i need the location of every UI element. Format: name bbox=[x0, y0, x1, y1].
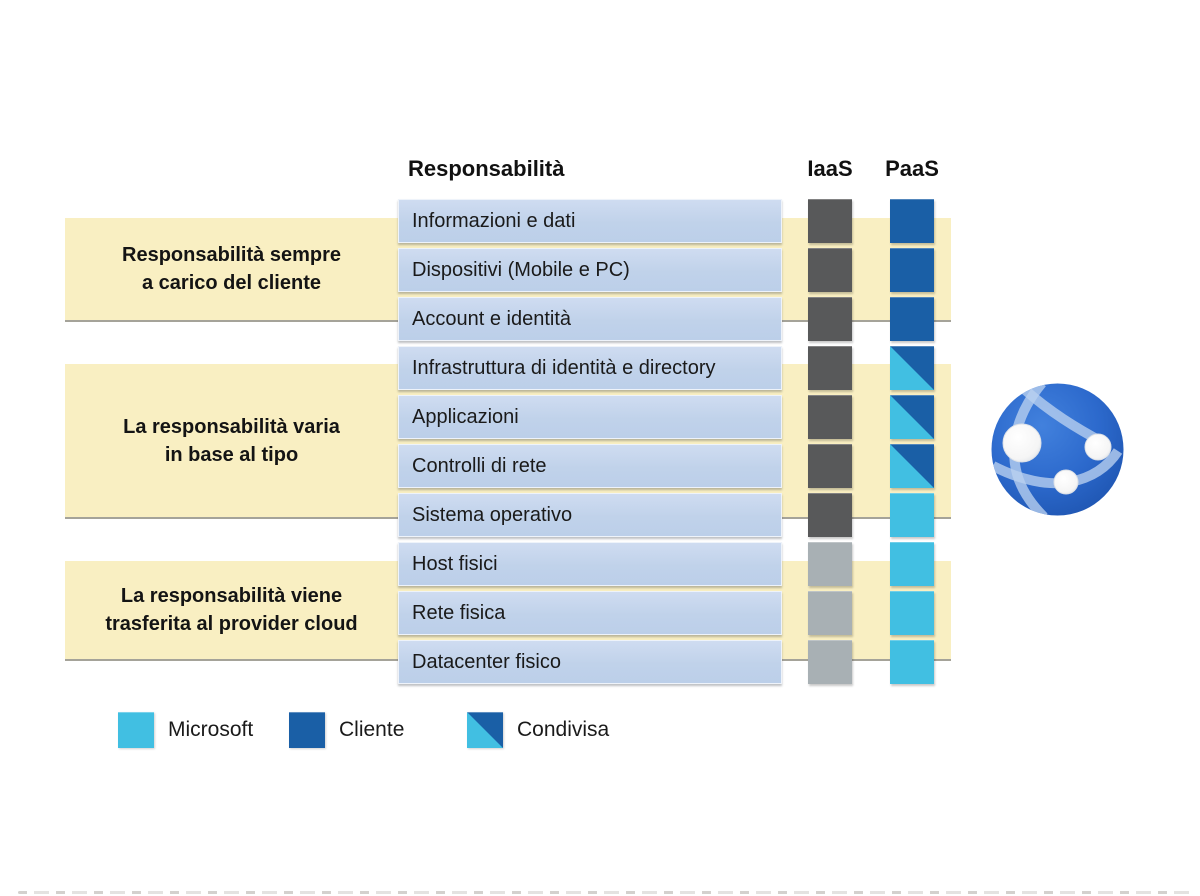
table-row: Controlli di rete bbox=[398, 444, 782, 488]
row-label: Sistema operativo bbox=[412, 503, 573, 526]
table-row: Datacenter fisico bbox=[398, 640, 782, 684]
table-row: Rete fisica bbox=[398, 591, 782, 635]
paas-cell bbox=[890, 346, 934, 390]
legend-item-cliente: Cliente bbox=[289, 710, 404, 750]
legend-label: Condivisa bbox=[517, 718, 610, 741]
legend-item-condivisa: Condivisa bbox=[467, 710, 609, 750]
band-label-line: Responsabilità sempre bbox=[122, 244, 341, 266]
iaas-column bbox=[808, 199, 852, 689]
row-label: Account e identità bbox=[412, 307, 571, 330]
band-label: La responsabilità varia in base al tipo bbox=[65, 364, 398, 517]
paas-cell bbox=[890, 640, 934, 684]
iaas-cell bbox=[808, 297, 852, 341]
legend-label: Cliente bbox=[339, 718, 405, 741]
band-label-line: a carico del cliente bbox=[142, 272, 321, 294]
iaas-column-header: IaaS bbox=[807, 156, 853, 181]
paas-column bbox=[890, 199, 934, 689]
globe-icon bbox=[991, 383, 1124, 516]
table-row: Dispositivi (Mobile e PC) bbox=[398, 248, 782, 292]
band-label-line: La responsabilità viene bbox=[120, 585, 343, 607]
paas-column-header: PaaS bbox=[885, 156, 939, 181]
row-label: Infrastruttura di identità e directory bbox=[412, 356, 716, 379]
paas-cell bbox=[890, 542, 934, 586]
iaas-cell bbox=[808, 444, 852, 488]
row-label: Controlli di rete bbox=[412, 454, 547, 477]
iaas-cell bbox=[808, 248, 852, 292]
iaas-cell bbox=[808, 640, 852, 684]
iaas-cell bbox=[808, 542, 852, 586]
iaas-cell bbox=[808, 591, 852, 635]
iaas-cell bbox=[808, 199, 852, 243]
table-row: Host fisici bbox=[398, 542, 782, 586]
paas-cell bbox=[890, 444, 934, 488]
paas-cell bbox=[890, 248, 934, 292]
table-row: Account e identità bbox=[398, 297, 782, 341]
legend-item-microsoft: Microsoft bbox=[118, 710, 253, 750]
cliente-swatch-icon bbox=[289, 712, 325, 748]
iaas-cell bbox=[808, 395, 852, 439]
table-row: Applicazioni bbox=[398, 395, 782, 439]
paas-cell bbox=[890, 395, 934, 439]
iaas-cell bbox=[808, 346, 852, 390]
band-label-line: La responsabilità varia bbox=[123, 415, 340, 438]
paas-cell bbox=[890, 199, 934, 243]
band-label-line: trasferita al provider cloud bbox=[105, 613, 358, 635]
paper-edge-artifact bbox=[18, 891, 1196, 894]
row-label: Datacenter fisico bbox=[412, 650, 561, 673]
row-label: Host fisici bbox=[412, 552, 498, 575]
condivisa-swatch-icon bbox=[467, 712, 503, 748]
table-row: Informazioni e dati bbox=[398, 199, 782, 243]
row-label: Applicazioni bbox=[412, 405, 519, 428]
responsibility-rows: Informazioni e dati Dispositivi (Mobile … bbox=[398, 199, 782, 689]
legend-label: Microsoft bbox=[168, 718, 254, 741]
row-label: Rete fisica bbox=[412, 601, 506, 624]
microsoft-swatch-icon bbox=[118, 712, 154, 748]
responsibility-column-header: Responsabilità bbox=[408, 156, 565, 181]
paas-cell bbox=[890, 591, 934, 635]
paas-cell bbox=[890, 493, 934, 537]
band-label-line: in base al tipo bbox=[164, 443, 299, 466]
table-row: Infrastruttura di identità e directory bbox=[398, 346, 782, 390]
paas-cell bbox=[890, 297, 934, 341]
row-label: Informazioni e dati bbox=[412, 209, 576, 232]
band-label: Responsabilità sempre a carico del clien… bbox=[65, 218, 398, 320]
band-label: La responsabilità viene trasferita al pr… bbox=[65, 561, 398, 659]
row-label: Dispositivi (Mobile e PC) bbox=[412, 258, 630, 281]
table-row: Sistema operativo bbox=[398, 493, 782, 537]
iaas-cell bbox=[808, 493, 852, 537]
